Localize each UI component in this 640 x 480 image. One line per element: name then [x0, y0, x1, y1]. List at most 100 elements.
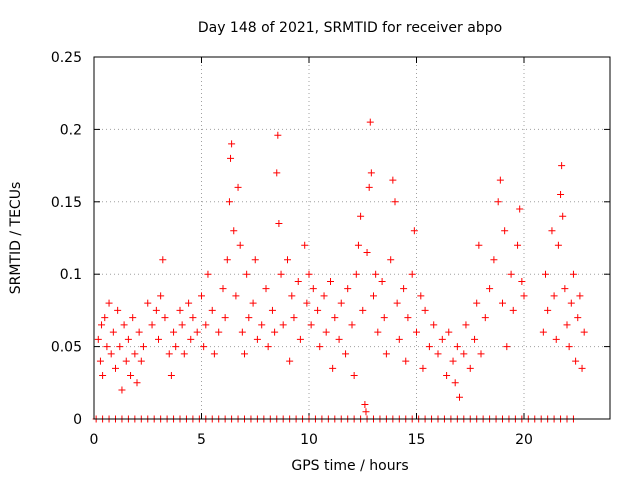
data-point: [290, 314, 298, 322]
data-point: [395, 335, 403, 343]
data-point: [204, 270, 212, 278]
data-point: [208, 306, 216, 314]
data-point: [227, 154, 235, 162]
data-point: [176, 306, 184, 314]
x-tick-label: 10: [300, 432, 318, 448]
data-point: [565, 343, 573, 351]
data-point: [96, 357, 104, 365]
data-point: [445, 328, 453, 336]
y-tick-label: 0: [73, 412, 82, 428]
data-point: [170, 328, 178, 336]
data-point: [419, 364, 427, 372]
data-point: [372, 270, 380, 278]
data-point: [501, 227, 509, 235]
y-tick-label: 0.25: [51, 50, 82, 66]
data-point: [159, 256, 167, 264]
data-point: [262, 285, 270, 293]
data-point: [362, 408, 370, 416]
data-point: [554, 241, 562, 249]
data-point: [230, 227, 238, 235]
data-point: [344, 285, 352, 293]
data-point: [580, 328, 588, 336]
data-point: [391, 198, 399, 206]
data-point: [103, 343, 111, 351]
data-point: [363, 248, 371, 256]
data-point: [550, 292, 558, 300]
x-axis-label: GPS time / hours: [291, 458, 408, 474]
data-point: [152, 306, 160, 314]
data-point: [574, 314, 582, 322]
data-point: [172, 343, 180, 351]
data-point: [494, 198, 502, 206]
data-point: [520, 292, 528, 300]
data-point: [473, 299, 481, 307]
data-point: [481, 314, 489, 322]
axis-ticks: 0 0.05 0.1 0.15 0.2 0.25 0 5 10 15 20: [51, 50, 610, 448]
data-point: [569, 270, 577, 278]
data-point: [370, 292, 377, 300]
data-point: [131, 350, 139, 358]
data-point: [275, 220, 283, 228]
data-point: [127, 372, 135, 380]
data-point: [542, 270, 549, 278]
data-point: [572, 357, 580, 365]
data-point: [200, 343, 208, 351]
data-point: [120, 321, 128, 329]
data-point: [557, 191, 565, 199]
data-point: [490, 256, 498, 264]
data-point: [301, 241, 309, 249]
data-point: [178, 321, 186, 329]
data-point: [342, 350, 350, 358]
data-point: [434, 350, 442, 358]
data-point: [404, 314, 412, 322]
data-point: [354, 241, 362, 249]
chart-title: Day 148 of 2021, SRMTID for receiver abp…: [198, 20, 502, 36]
data-points: [92, 118, 588, 423]
x-tick-label: 0: [90, 432, 99, 448]
data-point: [236, 241, 244, 249]
data-point: [357, 212, 365, 220]
data-point: [558, 162, 566, 170]
data-point: [249, 299, 257, 307]
data-point: [273, 169, 281, 177]
data-point: [219, 285, 227, 293]
data-point: [198, 292, 205, 300]
data-point: [243, 270, 251, 278]
data-point: [460, 350, 468, 358]
data-point: [337, 299, 345, 307]
data-point: [221, 314, 229, 322]
data-point: [430, 321, 438, 329]
data-point: [367, 169, 375, 177]
data-point: [393, 299, 401, 307]
data-point: [258, 321, 266, 329]
data-point: [105, 299, 113, 307]
data-point: [223, 256, 231, 264]
data-point: [387, 256, 395, 264]
data-point: [453, 343, 461, 351]
data-point: [316, 343, 324, 351]
y-tick-label: 0.05: [51, 340, 82, 356]
data-point: [578, 364, 586, 372]
data-point: [335, 335, 343, 343]
data-point: [133, 379, 141, 387]
data-point: [380, 314, 388, 322]
data-point: [241, 350, 248, 358]
data-point: [378, 277, 386, 285]
data-point: [228, 140, 236, 148]
data-point: [361, 401, 369, 409]
data-point: [402, 357, 410, 365]
data-point: [516, 205, 524, 213]
data-point: [232, 292, 240, 300]
data-point: [486, 285, 494, 293]
data-point: [264, 343, 272, 351]
data-point: [413, 328, 420, 336]
data-point: [122, 357, 130, 365]
data-point: [185, 299, 193, 307]
data-point: [559, 212, 567, 220]
data-point: [135, 328, 143, 336]
data-point: [202, 321, 210, 329]
y-tick-label: 0.1: [60, 267, 82, 283]
data-point: [329, 364, 337, 372]
data-point: [496, 176, 504, 184]
data-point: [509, 306, 517, 314]
